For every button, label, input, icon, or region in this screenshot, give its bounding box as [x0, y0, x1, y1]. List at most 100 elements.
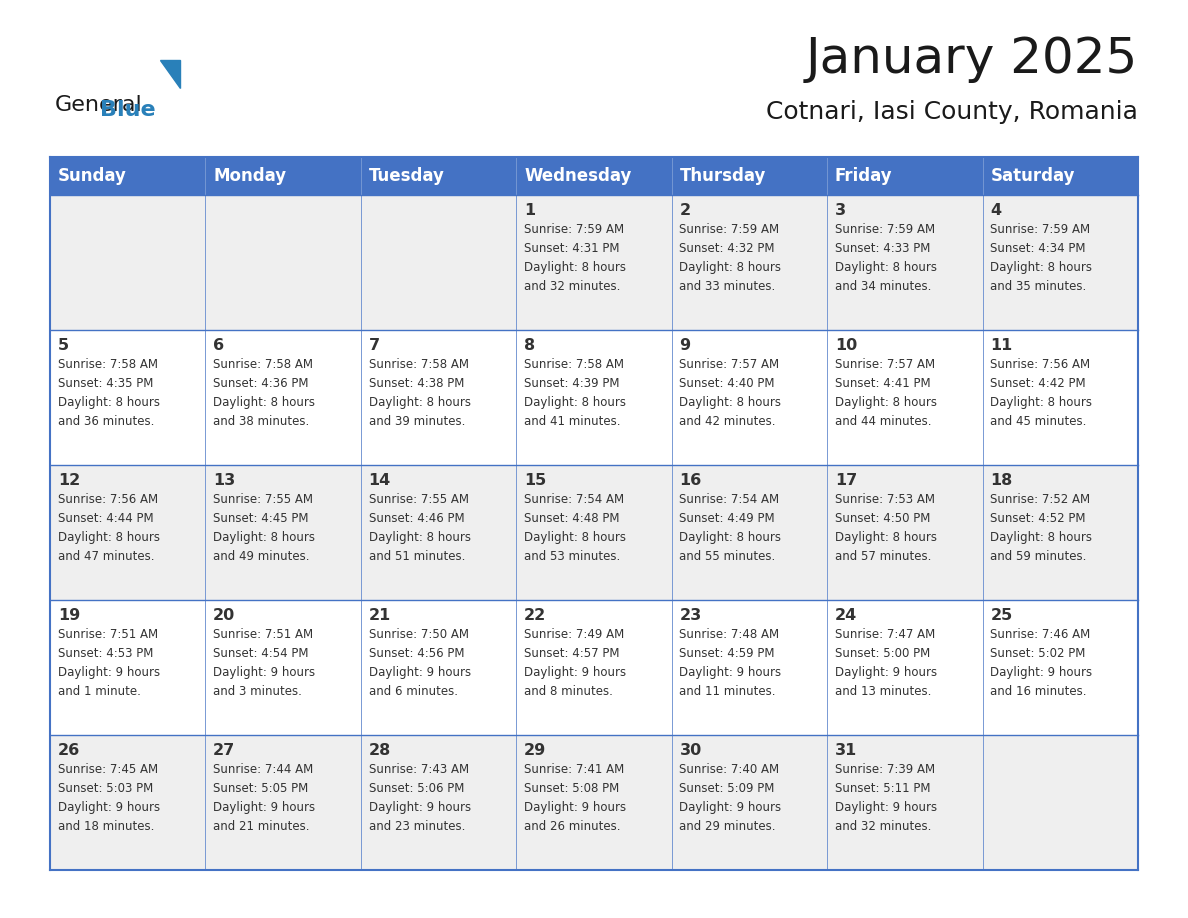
- Bar: [982, 157, 1138, 195]
- Bar: [671, 735, 827, 870]
- Bar: [827, 735, 982, 870]
- Text: and 49 minutes.: and 49 minutes.: [213, 550, 310, 563]
- Text: Tuesday: Tuesday: [368, 167, 444, 185]
- Text: Daylight: 8 hours: Daylight: 8 hours: [991, 396, 1092, 409]
- Bar: [50, 600, 206, 735]
- Text: Daylight: 8 hours: Daylight: 8 hours: [524, 396, 626, 409]
- Text: Sunrise: 7:58 AM: Sunrise: 7:58 AM: [213, 358, 314, 371]
- Bar: [671, 157, 827, 195]
- Text: Monday: Monday: [213, 167, 286, 185]
- Text: Sunset: 4:53 PM: Sunset: 4:53 PM: [58, 647, 153, 660]
- Text: 14: 14: [368, 473, 391, 488]
- Text: Daylight: 8 hours: Daylight: 8 hours: [680, 261, 782, 274]
- Bar: [982, 195, 1138, 330]
- Bar: [517, 195, 671, 330]
- Text: Daylight: 9 hours: Daylight: 9 hours: [524, 666, 626, 679]
- Text: 7: 7: [368, 338, 380, 353]
- Text: and 55 minutes.: and 55 minutes.: [680, 550, 776, 563]
- Text: Sunset: 4:38 PM: Sunset: 4:38 PM: [368, 377, 465, 390]
- Text: and 47 minutes.: and 47 minutes.: [58, 550, 154, 563]
- Text: and 16 minutes.: and 16 minutes.: [991, 685, 1087, 698]
- Bar: [982, 735, 1138, 870]
- Text: Daylight: 8 hours: Daylight: 8 hours: [524, 261, 626, 274]
- Text: 22: 22: [524, 608, 546, 623]
- Text: Sunrise: 7:39 AM: Sunrise: 7:39 AM: [835, 763, 935, 776]
- Text: 3: 3: [835, 203, 846, 218]
- Text: Sunrise: 7:51 AM: Sunrise: 7:51 AM: [58, 628, 158, 641]
- Text: Friday: Friday: [835, 167, 892, 185]
- Text: Sunrise: 7:56 AM: Sunrise: 7:56 AM: [991, 358, 1091, 371]
- Text: Daylight: 9 hours: Daylight: 9 hours: [368, 801, 470, 814]
- Text: Sunrise: 7:59 AM: Sunrise: 7:59 AM: [524, 223, 624, 236]
- Text: 27: 27: [213, 743, 235, 758]
- Bar: [827, 157, 982, 195]
- Text: Sunset: 5:03 PM: Sunset: 5:03 PM: [58, 782, 153, 795]
- Text: Sunrise: 7:49 AM: Sunrise: 7:49 AM: [524, 628, 625, 641]
- Text: Sunset: 4:59 PM: Sunset: 4:59 PM: [680, 647, 775, 660]
- Text: and 23 minutes.: and 23 minutes.: [368, 820, 465, 833]
- Text: Sunset: 4:36 PM: Sunset: 4:36 PM: [213, 377, 309, 390]
- Text: 1: 1: [524, 203, 535, 218]
- Bar: [517, 735, 671, 870]
- Text: 25: 25: [991, 608, 1012, 623]
- Text: Sunset: 4:39 PM: Sunset: 4:39 PM: [524, 377, 620, 390]
- Polygon shape: [160, 60, 181, 88]
- Text: and 53 minutes.: and 53 minutes.: [524, 550, 620, 563]
- Text: Daylight: 8 hours: Daylight: 8 hours: [213, 396, 315, 409]
- Text: and 42 minutes.: and 42 minutes.: [680, 415, 776, 428]
- Text: 10: 10: [835, 338, 858, 353]
- Text: Sunset: 4:54 PM: Sunset: 4:54 PM: [213, 647, 309, 660]
- Text: Daylight: 8 hours: Daylight: 8 hours: [368, 396, 470, 409]
- Text: Daylight: 9 hours: Daylight: 9 hours: [835, 666, 937, 679]
- Text: and 13 minutes.: and 13 minutes.: [835, 685, 931, 698]
- Text: and 45 minutes.: and 45 minutes.: [991, 415, 1087, 428]
- Text: Sunrise: 7:54 AM: Sunrise: 7:54 AM: [524, 493, 624, 506]
- Text: Sunrise: 7:52 AM: Sunrise: 7:52 AM: [991, 493, 1091, 506]
- Bar: [982, 465, 1138, 600]
- Text: Sunrise: 7:41 AM: Sunrise: 7:41 AM: [524, 763, 625, 776]
- Text: 17: 17: [835, 473, 858, 488]
- Text: and 8 minutes.: and 8 minutes.: [524, 685, 613, 698]
- Bar: [50, 330, 206, 465]
- Text: Sunrise: 7:55 AM: Sunrise: 7:55 AM: [368, 493, 468, 506]
- Text: Sunrise: 7:57 AM: Sunrise: 7:57 AM: [835, 358, 935, 371]
- Text: January 2025: January 2025: [805, 35, 1138, 83]
- Text: Sunrise: 7:50 AM: Sunrise: 7:50 AM: [368, 628, 468, 641]
- Text: Sunset: 4:46 PM: Sunset: 4:46 PM: [368, 512, 465, 525]
- Text: 29: 29: [524, 743, 546, 758]
- Text: Sunrise: 7:58 AM: Sunrise: 7:58 AM: [524, 358, 624, 371]
- Text: Sunset: 4:45 PM: Sunset: 4:45 PM: [213, 512, 309, 525]
- Text: Wednesday: Wednesday: [524, 167, 632, 185]
- Bar: [827, 195, 982, 330]
- Text: and 18 minutes.: and 18 minutes.: [58, 820, 154, 833]
- Text: 16: 16: [680, 473, 702, 488]
- Text: Daylight: 8 hours: Daylight: 8 hours: [680, 396, 782, 409]
- Text: 2: 2: [680, 203, 690, 218]
- Text: Sunrise: 7:59 AM: Sunrise: 7:59 AM: [991, 223, 1091, 236]
- Bar: [50, 735, 206, 870]
- Text: 4: 4: [991, 203, 1001, 218]
- Text: Sunset: 4:33 PM: Sunset: 4:33 PM: [835, 242, 930, 255]
- Text: Sunset: 4:40 PM: Sunset: 4:40 PM: [680, 377, 775, 390]
- Text: Daylight: 8 hours: Daylight: 8 hours: [835, 531, 937, 544]
- Bar: [206, 600, 361, 735]
- Text: Sunset: 4:50 PM: Sunset: 4:50 PM: [835, 512, 930, 525]
- Bar: [206, 465, 361, 600]
- Text: Sunday: Sunday: [58, 167, 127, 185]
- Text: Sunset: 5:06 PM: Sunset: 5:06 PM: [368, 782, 465, 795]
- Text: Sunrise: 7:54 AM: Sunrise: 7:54 AM: [680, 493, 779, 506]
- Text: Sunset: 4:48 PM: Sunset: 4:48 PM: [524, 512, 620, 525]
- Text: Sunset: 5:11 PM: Sunset: 5:11 PM: [835, 782, 930, 795]
- Text: and 41 minutes.: and 41 minutes.: [524, 415, 620, 428]
- Text: Sunrise: 7:40 AM: Sunrise: 7:40 AM: [680, 763, 779, 776]
- Text: Sunrise: 7:53 AM: Sunrise: 7:53 AM: [835, 493, 935, 506]
- Text: and 3 minutes.: and 3 minutes.: [213, 685, 302, 698]
- Text: Cotnari, Iasi County, Romania: Cotnari, Iasi County, Romania: [766, 100, 1138, 124]
- Text: Sunset: 4:32 PM: Sunset: 4:32 PM: [680, 242, 775, 255]
- Text: Daylight: 9 hours: Daylight: 9 hours: [58, 801, 160, 814]
- Text: 31: 31: [835, 743, 858, 758]
- Text: 19: 19: [58, 608, 80, 623]
- Text: Sunrise: 7:51 AM: Sunrise: 7:51 AM: [213, 628, 314, 641]
- Text: Daylight: 8 hours: Daylight: 8 hours: [58, 531, 159, 544]
- Text: Sunrise: 7:47 AM: Sunrise: 7:47 AM: [835, 628, 935, 641]
